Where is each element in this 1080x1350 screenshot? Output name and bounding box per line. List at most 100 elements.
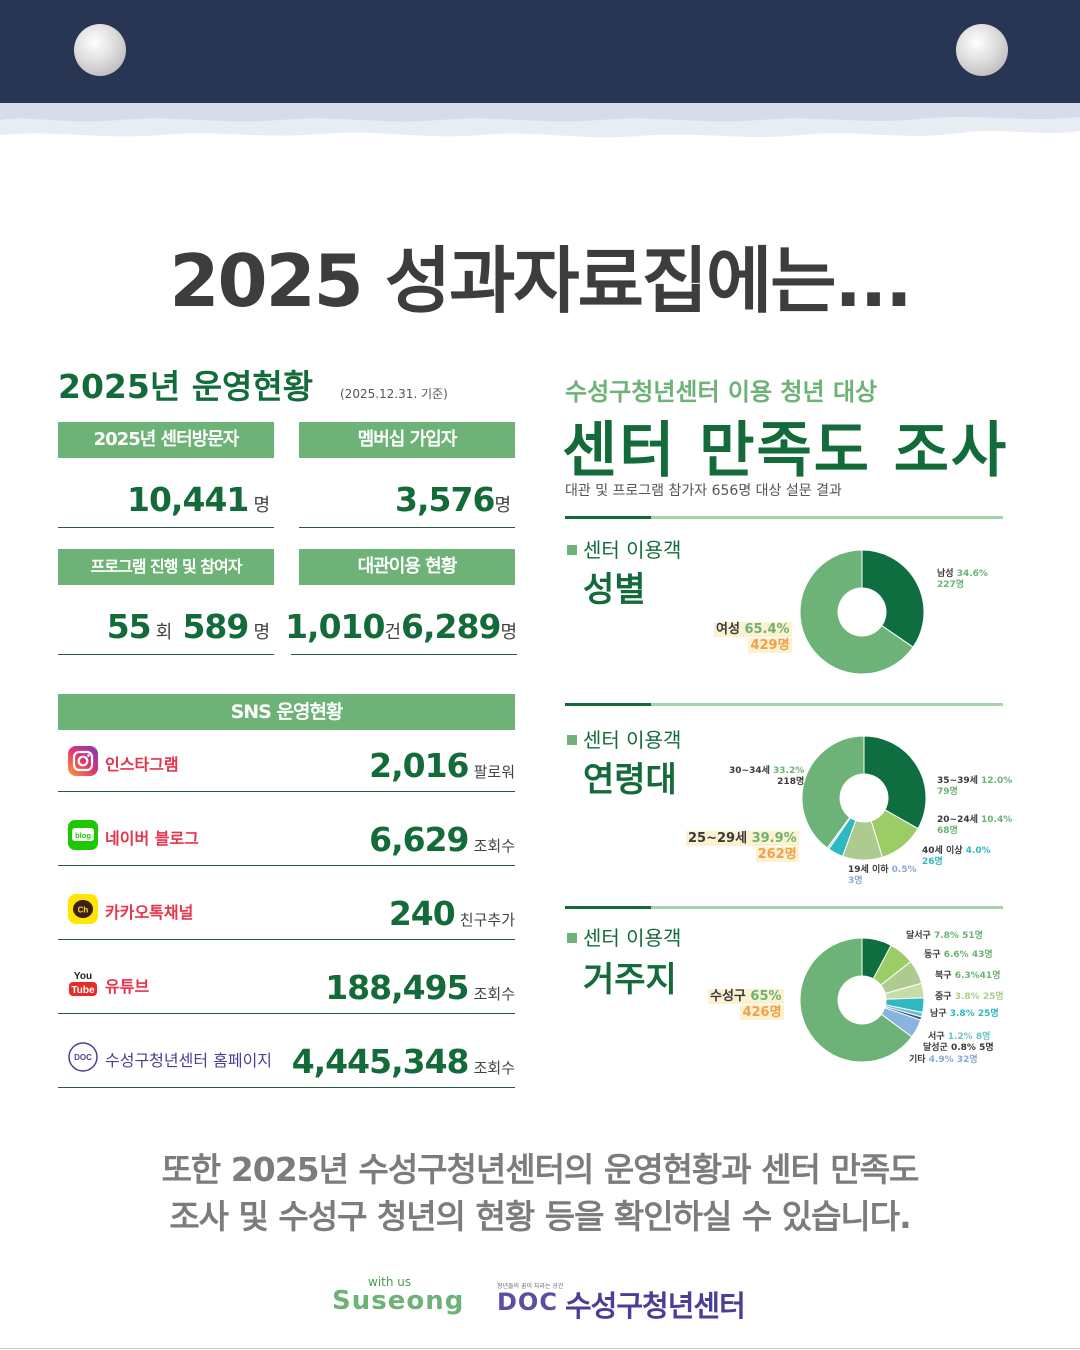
rental-people-unit: 명 — [500, 622, 517, 643]
rental-stat: 대관이용 현황 1,010건6,289명 — [285, 549, 517, 655]
sns-name-instagram: 인스타그램 — [105, 755, 179, 774]
survey-subtitle: 수성구청년센터 이용 청년 대상 — [565, 378, 878, 406]
residence-label-dalseo: 달서구 7.8% 51명 — [906, 931, 983, 941]
residence-label-dalseong: 달성군 0.8% 5명 — [923, 1043, 994, 1053]
gender-slice-0 — [861, 549, 925, 648]
with-us-text: with us — [368, 1275, 412, 1289]
divider-gender — [565, 516, 1003, 519]
sns-value-naver-blog: 6,629 — [369, 820, 469, 859]
residence-label-dong: 동구 6.6% 43명 — [924, 950, 993, 960]
gender-category-label: 센터 이용객 — [567, 534, 681, 563]
rental-count: 1,010 — [285, 607, 385, 646]
residence-donut-chart — [799, 937, 925, 1063]
sns-name-homepage: 수성구청년센터 홈페이지 — [105, 1051, 273, 1070]
gender-title: 성별 — [583, 570, 646, 610]
age-label-30-34: 30~34세 33.2% 218명 — [729, 766, 805, 787]
naver-blog-icon: blog — [68, 820, 98, 850]
left-pin-icon — [74, 24, 126, 76]
youtube-icon-text-bottom: Tube — [71, 985, 95, 996]
age-donut-chart — [801, 735, 927, 861]
sns-unit-homepage: 조회수 — [473, 1059, 515, 1077]
sns-value-youtube: 188,495 — [325, 968, 469, 1007]
sns-name-kakaotalk: 카카오톡채널 — [105, 903, 194, 922]
operations-date-note: (2025.12.31. 기준) — [340, 387, 448, 401]
sns-unit-naver-blog: 조회수 — [473, 837, 515, 855]
page-headline: 2025 성과자료집에는... — [169, 239, 912, 323]
kakao-icon-text: Ch — [78, 906, 89, 915]
right-pin-icon — [956, 24, 1008, 76]
residence-label-buk: 북구 6.3%41명 — [935, 971, 1001, 981]
sns-row-instagram: 인스타그램 2,016 팔로워 — [58, 730, 515, 792]
youtube-icon: You Tube — [69, 971, 97, 996]
sns-row-youtube: You Tube 유튜브 188,495 조회수 — [58, 952, 515, 1014]
residence-title: 거주지 — [583, 960, 677, 1000]
sns-value-instagram: 2,016 — [369, 746, 469, 785]
divider-residence — [565, 906, 1003, 909]
survey-note: 대관 및 프로그램 참가자 656명 대상 설문 결과 — [565, 483, 842, 499]
sns-row-kakaotalk: Ch 카카오톡채널 240 친구추가 — [58, 878, 515, 940]
programs-people: 589 — [182, 607, 249, 646]
programs-stat: 프로그램 진행 및 참여자 55 회 589 명 — [58, 549, 274, 655]
age-label-19-under: 19세 이하 0.5% 3명 — [848, 865, 917, 886]
doc-icon-text: DOC — [74, 1053, 92, 1062]
sns-value-homepage: 4,445,348 — [291, 1042, 470, 1081]
operations-title: 2025년 운영현황 — [58, 367, 314, 406]
programs-people-unit: 명 — [253, 622, 270, 643]
doc-logo-icon: DOC — [68, 1042, 98, 1072]
doc-tagline: 청년들의 꿈이 자라는 공간 — [497, 1283, 564, 1290]
sns-row-homepage: DOC 수성구청년센터 홈페이지 4,445,348 조회수 — [58, 1026, 515, 1088]
suseong-logo: Suseong — [332, 1286, 465, 1316]
youtube-icon-text-top: You — [74, 971, 92, 982]
residence-label-etc: 기타 4.9% 32명 — [909, 1055, 978, 1065]
torn-paper-edge — [0, 103, 1080, 138]
visitors-unit: 명 — [253, 495, 270, 516]
sns-unit-instagram: 팔로워 — [473, 763, 515, 781]
age-slice-5 — [801, 735, 865, 849]
programs-label: 프로그램 진행 및 참여자 — [58, 549, 274, 585]
visitors-stat: 2025년 센터방문자 10,441 명 — [58, 422, 274, 528]
sns-name-naver-blog: 네이버 블로그 — [105, 829, 199, 848]
gender-slice-1 — [799, 549, 914, 675]
rental-count-unit: 건 — [384, 622, 402, 643]
doc-logo: DOC — [497, 1288, 558, 1316]
members-unit: 명 — [494, 495, 511, 516]
age-label-35-39: 35~39세 12.0% 79명 — [937, 776, 1013, 797]
rental-label: 대관이용 현황 — [299, 549, 515, 585]
bottom-text-line2: 조사 및 수성구 청년의 현황 등을 확인하실 수 있습니다. — [169, 1197, 911, 1236]
visitors-label: 2025년 센터방문자 — [58, 422, 274, 458]
residence-label-jung: 중구 3.8% 25명 — [935, 992, 1004, 1002]
gender-donut-chart — [799, 549, 925, 675]
footer-line — [0, 1348, 1080, 1349]
sns-value-kakaotalk: 240 — [388, 894, 456, 933]
divider-age — [565, 703, 1003, 706]
sns-unit-kakaotalk: 친구추가 — [459, 911, 515, 929]
residence-category-label: 센터 이용객 — [567, 922, 681, 951]
age-label-20-24: 20~24세 10.4% 68명 — [937, 815, 1013, 836]
residence-label-suseong: 수성구 65% 426명 — [708, 989, 784, 1020]
programs-count-unit: 회 — [155, 622, 173, 643]
sns-unit-youtube: 조회수 — [473, 985, 515, 1003]
age-title: 연령대 — [583, 760, 677, 800]
members-label: 멤버십 가입자 — [299, 422, 515, 458]
residence-label-nam: 남구 3.8% 25명 — [930, 1009, 999, 1019]
instagram-icon — [68, 746, 98, 776]
residence-slice-8 — [799, 937, 913, 1063]
sns-row-naver-blog: blog 네이버 블로그 6,629 조회수 — [58, 804, 515, 866]
top-banner — [0, 0, 1080, 103]
rental-people: 6,289 — [401, 607, 501, 646]
age-category-label: 센터 이용객 — [567, 724, 681, 753]
programs-count: 55 — [106, 607, 152, 646]
center-logo-text: 수성구청년센터 — [565, 1289, 746, 1323]
residence-label-seo: 서구 1.2% 8명 — [928, 1032, 991, 1042]
bottom-text-line1: 또한 2025년 수성구청년센터의 운영현황과 센터 만족도 — [161, 1150, 920, 1189]
visitors-value: 10,441 — [127, 480, 249, 519]
members-stat: 멤버십 가입자 3,576명 — [299, 422, 515, 528]
gender-label-female: 여성 65.4% 429명 — [714, 622, 792, 653]
blog-icon-text: blog — [75, 831, 91, 840]
age-slice-0 — [863, 735, 927, 830]
members-value: 3,576 — [395, 480, 495, 519]
age-label-40-plus: 40세 이상 4.0% 26명 — [922, 846, 991, 867]
sns-title: SNS 운영현황 — [58, 694, 515, 730]
gender-label-male: 남성 34.6% 227명 — [937, 569, 988, 590]
age-label-25-29: 25~29세 39.9% 262명 — [686, 831, 799, 862]
